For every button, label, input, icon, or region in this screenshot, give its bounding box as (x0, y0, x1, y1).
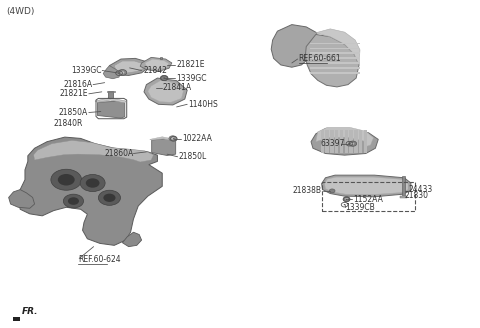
Circle shape (163, 77, 165, 79)
Polygon shape (145, 59, 169, 70)
Text: REF.60-661: REF.60-661 (299, 54, 341, 63)
Polygon shape (95, 98, 126, 103)
Circle shape (345, 198, 348, 200)
Text: 21842: 21842 (143, 66, 167, 75)
Circle shape (343, 197, 350, 201)
Polygon shape (152, 138, 176, 155)
Text: 1140HS: 1140HS (188, 100, 218, 109)
Text: 21841A: 21841A (162, 83, 192, 92)
Text: 1339CB: 1339CB (346, 203, 375, 212)
Polygon shape (349, 130, 353, 153)
Text: REF.60-624: REF.60-624 (78, 255, 121, 264)
FancyBboxPatch shape (13, 317, 20, 321)
Circle shape (63, 194, 84, 208)
Polygon shape (310, 67, 360, 69)
Circle shape (348, 143, 350, 144)
Circle shape (98, 190, 120, 205)
Polygon shape (109, 58, 149, 75)
Polygon shape (160, 57, 162, 59)
Circle shape (103, 194, 116, 202)
Polygon shape (402, 176, 405, 197)
Polygon shape (305, 34, 359, 87)
Circle shape (344, 204, 346, 205)
Text: 1339GC: 1339GC (177, 73, 207, 83)
Text: 21850L: 21850L (179, 152, 207, 161)
Text: 24433: 24433 (409, 185, 433, 194)
Text: 63397: 63397 (320, 139, 345, 148)
Polygon shape (316, 29, 360, 65)
Polygon shape (345, 130, 348, 153)
Polygon shape (335, 130, 338, 153)
Polygon shape (310, 72, 360, 74)
Text: (4WD): (4WD) (6, 7, 34, 16)
Text: 1339GC: 1339GC (71, 66, 102, 75)
Circle shape (51, 169, 82, 190)
Circle shape (86, 178, 99, 188)
Text: FR.: FR. (22, 307, 38, 316)
Polygon shape (140, 57, 172, 72)
Polygon shape (310, 48, 360, 49)
Circle shape (160, 75, 168, 81)
Polygon shape (271, 25, 317, 67)
Polygon shape (316, 127, 373, 147)
Circle shape (118, 72, 120, 74)
Text: 21830: 21830 (404, 191, 428, 200)
Polygon shape (310, 62, 360, 64)
Polygon shape (364, 130, 367, 153)
Polygon shape (103, 66, 120, 79)
Polygon shape (114, 61, 144, 73)
Circle shape (120, 71, 124, 74)
Circle shape (329, 189, 335, 193)
Polygon shape (359, 130, 362, 153)
Polygon shape (150, 137, 177, 141)
Circle shape (349, 141, 357, 146)
Circle shape (80, 174, 105, 192)
Polygon shape (310, 52, 360, 54)
Circle shape (173, 138, 175, 139)
Circle shape (68, 197, 79, 205)
Text: 21838B: 21838B (293, 186, 322, 195)
Polygon shape (354, 130, 358, 153)
Polygon shape (340, 130, 343, 153)
Polygon shape (330, 130, 334, 153)
Polygon shape (324, 177, 408, 195)
Circle shape (346, 199, 348, 200)
Polygon shape (310, 43, 360, 44)
Polygon shape (400, 196, 407, 198)
Polygon shape (97, 101, 125, 118)
Polygon shape (144, 78, 187, 105)
Polygon shape (34, 140, 154, 162)
Polygon shape (9, 190, 35, 208)
Text: 21840R: 21840R (54, 118, 83, 128)
Circle shape (351, 143, 354, 145)
Text: 21850A: 21850A (59, 108, 88, 117)
Circle shape (171, 137, 174, 139)
Text: 21860A: 21860A (104, 149, 133, 158)
Text: 1022AA: 1022AA (182, 134, 212, 143)
Text: 21816A: 21816A (63, 80, 93, 89)
Polygon shape (18, 137, 162, 245)
Circle shape (58, 174, 75, 186)
Polygon shape (325, 130, 329, 153)
Polygon shape (107, 91, 115, 92)
Circle shape (118, 70, 127, 75)
Text: 1152AA: 1152AA (353, 195, 383, 204)
Polygon shape (108, 91, 113, 98)
Circle shape (169, 136, 177, 141)
Text: 21821E: 21821E (177, 60, 205, 70)
Text: 21821E: 21821E (60, 89, 88, 98)
Polygon shape (148, 80, 183, 102)
Polygon shape (310, 57, 360, 59)
Polygon shape (311, 129, 378, 155)
Polygon shape (322, 175, 411, 197)
Polygon shape (122, 232, 142, 247)
Polygon shape (321, 130, 324, 153)
